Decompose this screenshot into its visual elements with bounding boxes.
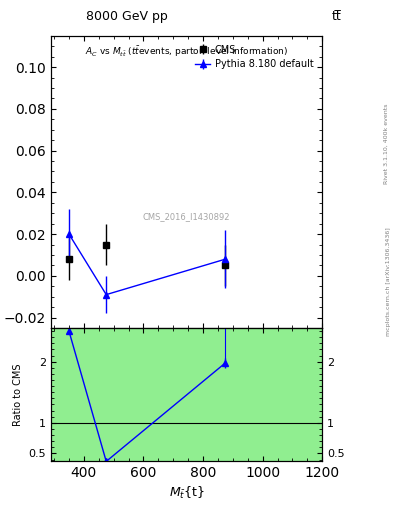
Text: CMS_2016_I1430892: CMS_2016_I1430892 <box>143 212 230 222</box>
X-axis label: $M_{\bar{t}}${t}: $M_{\bar{t}}${t} <box>169 485 205 501</box>
Legend: CMS, Pythia 8.180 default: CMS, Pythia 8.180 default <box>191 40 318 73</box>
Text: tt̅: tt̅ <box>332 10 342 23</box>
Text: Rivet 3.1.10, 400k events: Rivet 3.1.10, 400k events <box>384 103 389 184</box>
Text: 8000 GeV pp: 8000 GeV pp <box>86 10 168 23</box>
Text: $A_C$ vs $M_{t\bar{t}}$ ($t\bar{t}$events, parton level information): $A_C$ vs $M_{t\bar{t}}$ ($t\bar{t}$event… <box>85 45 288 59</box>
Y-axis label: Ratio to CMS: Ratio to CMS <box>13 363 23 425</box>
Text: mcplots.cern.ch [arXiv:1306.3436]: mcplots.cern.ch [arXiv:1306.3436] <box>386 227 391 336</box>
